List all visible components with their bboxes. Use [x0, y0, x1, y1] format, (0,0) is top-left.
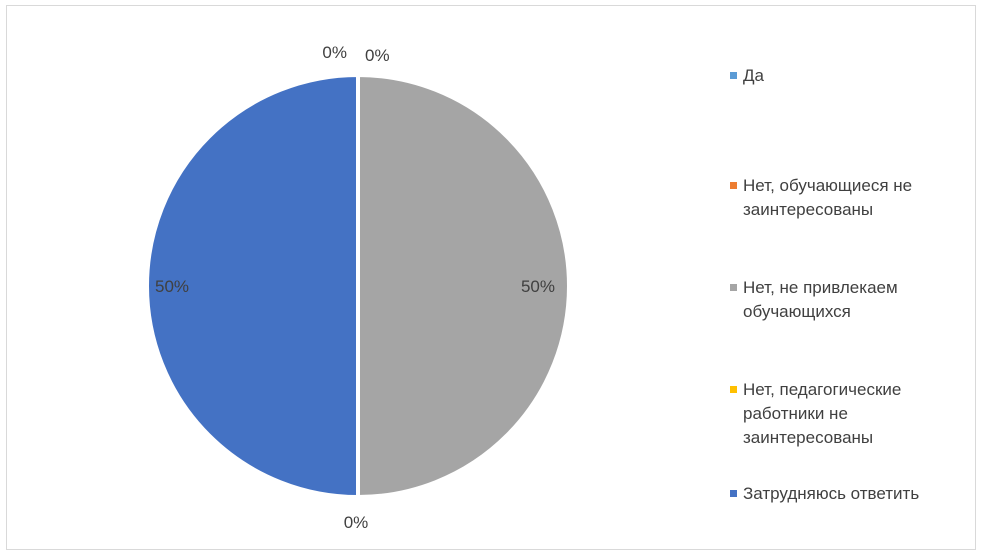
legend-label-line: обучающихся: [743, 302, 851, 321]
legend-label-line: работники не: [743, 404, 848, 423]
legend-swatch-1: [730, 182, 737, 189]
legend-label-line: Нет, педагогические: [743, 380, 902, 399]
legend: Да Нет, обучающиеся не заинтересованы Нет, …: [730, 6, 980, 551]
legend-label-line: Затрудняюсь ответить: [743, 484, 920, 503]
legend-label-1: Нет, обучающиеся не заинтересованы: [743, 174, 912, 222]
data-label-2: 50%: [521, 277, 555, 296]
legend-item-4: Затрудняюсь ответить: [730, 482, 978, 506]
legend-label-3: Нет, педагогические работники не заинтерес…: [743, 378, 901, 450]
legend-label-0: Да: [743, 64, 764, 88]
legend-item-0: Да: [730, 64, 978, 88]
pie-chart: 0% 0% 50% 0% 50%: [145, 43, 571, 532]
data-label-3: 0%: [344, 513, 369, 532]
legend-swatch-2: [730, 284, 737, 291]
legend-swatch-0: [730, 72, 737, 79]
legend-item-2: Нет, не привлекаем обучающихся: [730, 276, 978, 324]
legend-swatch-4: [730, 490, 737, 497]
data-label-1: 0%: [365, 46, 390, 65]
data-label-4: 50%: [155, 277, 189, 296]
legend-label-line: заинтересованы: [743, 200, 874, 219]
legend-swatch-3: [730, 386, 737, 393]
legend-item-1: Нет, обучающиеся не заинтересованы: [730, 174, 978, 222]
pie-slice-4: [145, 72, 360, 500]
legend-item-3: Нет, педагогические работники не заинтерес…: [730, 378, 978, 450]
legend-label-line: Нет, не привлекаем: [743, 278, 898, 297]
legend-label-2: Нет, не привлекаем обучающихся: [743, 276, 898, 324]
legend-label-line: заинтересованы: [743, 428, 874, 447]
chart-area: 0% 0% 50% 0% 50% Да Нет, обучающиеся не заинте…: [6, 5, 976, 550]
data-label-0: 0%: [322, 43, 347, 62]
legend-label-4: Затрудняюсь ответить: [743, 482, 919, 506]
legend-label-line: Нет, обучающиеся не: [743, 176, 913, 195]
legend-label-line: Да: [743, 66, 764, 85]
pie-slice-2: [356, 72, 571, 500]
